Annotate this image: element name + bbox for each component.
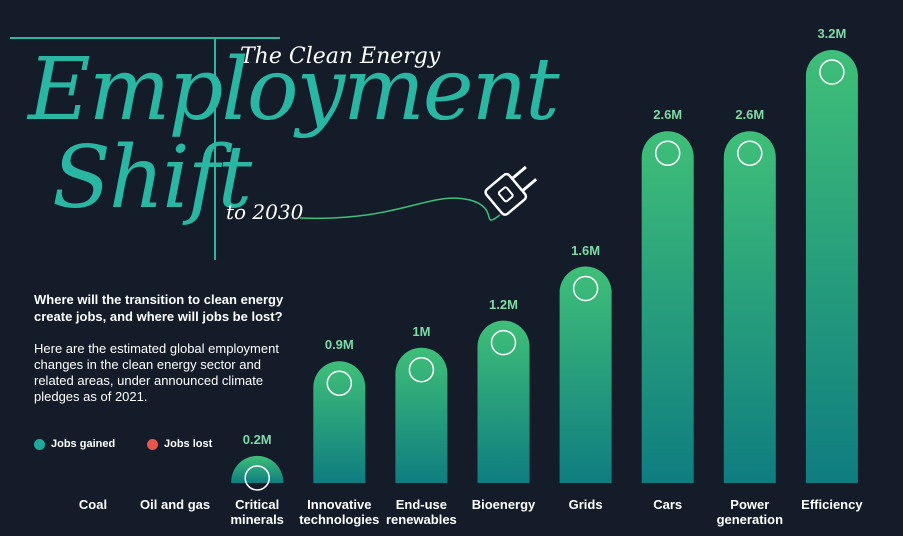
title-main: Employment	[28, 40, 560, 140]
x-tick-label: Power generation	[716, 497, 784, 527]
bar-icon	[572, 275, 599, 302]
x-tick-label: Grids	[568, 497, 603, 512]
bar-icon	[819, 59, 845, 85]
value-label: 2.6M	[735, 107, 765, 123]
description: Here are the estimated global employment…	[34, 341, 279, 404]
title-suffix: to 2030	[226, 200, 304, 224]
x-tick-label: Innovative technologies	[299, 497, 380, 527]
bar	[723, 131, 776, 483]
x-tick-label: Cars	[653, 497, 683, 512]
value-label: 1.6M	[571, 242, 601, 258]
bar	[805, 50, 858, 483]
legend-label: Jobs gained	[51, 438, 116, 450]
x-tick-label: Efficiency	[801, 497, 863, 512]
value-label: 0.2M	[242, 431, 272, 447]
bar	[559, 266, 612, 483]
title-small: The Clean Energy	[240, 44, 441, 69]
value-label: 0.9M	[324, 337, 354, 353]
title-second: Shift	[52, 128, 252, 228]
legend-item: Jobs gained	[34, 438, 115, 450]
subtitle: Where will the transition to clean energ…	[34, 292, 284, 324]
legend-item: Jobs lost	[147, 438, 212, 450]
bar-icon	[326, 370, 353, 396]
legend-swatch	[34, 438, 45, 450]
plug-icon	[484, 165, 538, 216]
legend-swatch	[147, 438, 158, 450]
bar	[641, 131, 694, 483]
value-label: 2.6M	[653, 107, 683, 123]
bar-icon	[490, 329, 517, 356]
x-tick-label: Critical minerals	[230, 497, 284, 527]
x-tick-label: End-use renewables	[385, 497, 457, 527]
value-label: 3.2M	[817, 26, 847, 41]
value-label: 1M	[412, 323, 431, 339]
x-tick-label: Bioenergy	[471, 497, 536, 512]
bar	[313, 361, 366, 483]
value-label: 1.2M	[489, 296, 518, 312]
x-tick-label: Coal	[78, 497, 108, 512]
plug-cable	[299, 197, 501, 221]
legend-label: Jobs lost	[164, 438, 213, 450]
x-tick-label: Oil and gas	[140, 497, 211, 512]
bar-icon	[737, 140, 763, 166]
bar	[477, 320, 530, 483]
bar-icon	[244, 465, 270, 491]
bar	[395, 347, 448, 483]
bar	[231, 455, 284, 483]
bar-icon	[654, 140, 681, 166]
bar-icon	[408, 356, 435, 383]
